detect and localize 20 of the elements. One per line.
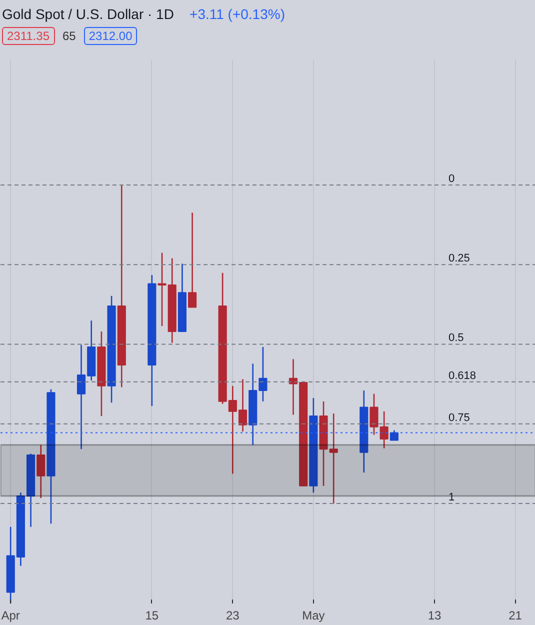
x-tick-label: 15: [145, 608, 159, 622]
x-tick-label: 23: [226, 608, 240, 622]
candlestick: [36, 444, 46, 499]
x-tick-label: 13: [428, 608, 442, 622]
ref-line-label: 0.618: [448, 370, 476, 382]
x-tick-label: 21: [508, 608, 522, 622]
text: 2312.00: [84, 27, 138, 45]
text: +3.11 (+0.13%): [190, 6, 285, 22]
x-tick-label: Apr: [1, 608, 20, 622]
ref-line-label: 0.75: [448, 412, 470, 424]
text: 2311.35: [2, 27, 54, 45]
ref-line-label: 1: [448, 491, 455, 504]
ref-line-label: 0: [448, 172, 455, 185]
candlestick: [390, 430, 398, 441]
text: 65: [62, 29, 76, 43]
x-tick-label: May: [302, 608, 325, 622]
chart-title: Gold Spot / U.S. Dollar · 1D: [2, 6, 174, 22]
ref-line-label: 0.25: [448, 252, 470, 265]
ref-line-label: 0.5: [448, 332, 464, 344]
candlestick: [188, 212, 197, 308]
